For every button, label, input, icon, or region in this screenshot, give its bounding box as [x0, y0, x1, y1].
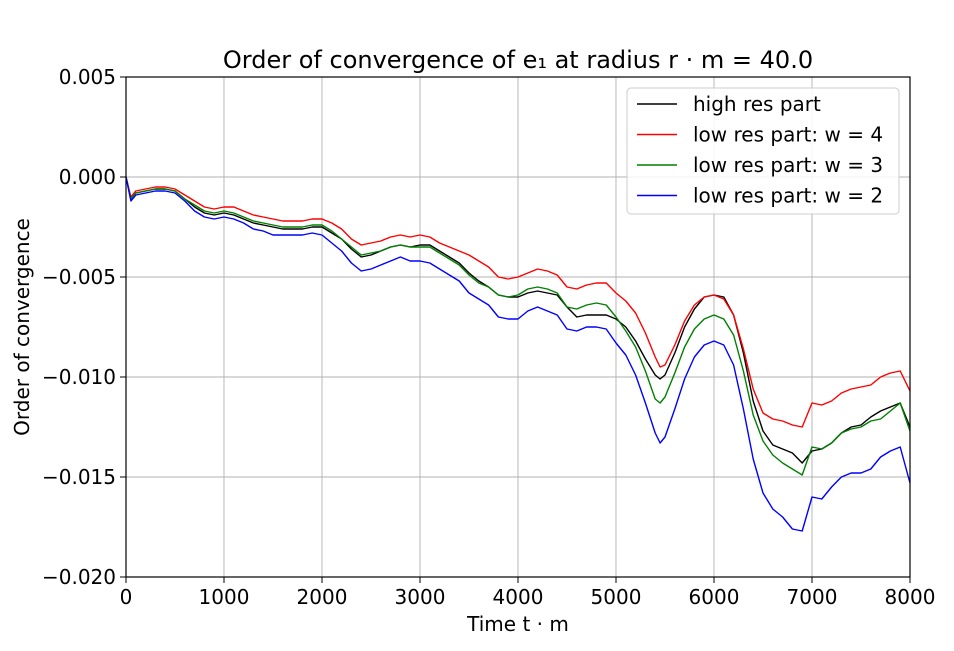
y-tick-label: −0.015	[42, 465, 116, 489]
series-line-2	[125, 176, 911, 428]
y-tick-label: 0.000	[59, 165, 116, 189]
series-line-4	[125, 176, 911, 532]
legend-label: low res part: w = 2	[693, 184, 883, 208]
x-axis-label: Time t · m	[466, 612, 569, 636]
series-line-3	[125, 176, 911, 476]
x-tick-label: 5000	[591, 585, 642, 609]
legend: high res part low res part: w = 4 low res …	[626, 87, 900, 215]
y-tick-label: −0.010	[42, 365, 116, 389]
x-tick-label: 8000	[885, 585, 936, 609]
legend-label: low res part: w = 4	[693, 123, 883, 147]
legend-label: high res part	[693, 92, 821, 116]
x-tick-label: 3000	[395, 585, 446, 609]
y-tick-label: −0.005	[42, 265, 116, 289]
legend-label: low res part: w = 3	[693, 153, 883, 177]
x-tick-label: 4000	[493, 585, 544, 609]
y-axis-label: Order of convergence	[10, 218, 34, 436]
legend-box	[626, 87, 900, 215]
x-tick-label: 1000	[199, 585, 250, 609]
x-tick-label: 2000	[297, 585, 348, 609]
chart-title: Order of convergence of e₁ at radius r ·…	[223, 46, 813, 74]
series-line-1	[125, 176, 911, 464]
axis-ticks: 0 1000 2000 3000 4000 5000 6000 7000 8000 0.005 0.…	[42, 65, 935, 609]
series-lines	[125, 176, 911, 532]
x-tick-label: 7000	[787, 585, 838, 609]
x-tick-label: 0	[120, 585, 133, 609]
y-tick-label: 0.005	[59, 65, 116, 89]
y-tick-label: −0.020	[42, 565, 116, 589]
x-tick-label: 6000	[689, 585, 740, 609]
